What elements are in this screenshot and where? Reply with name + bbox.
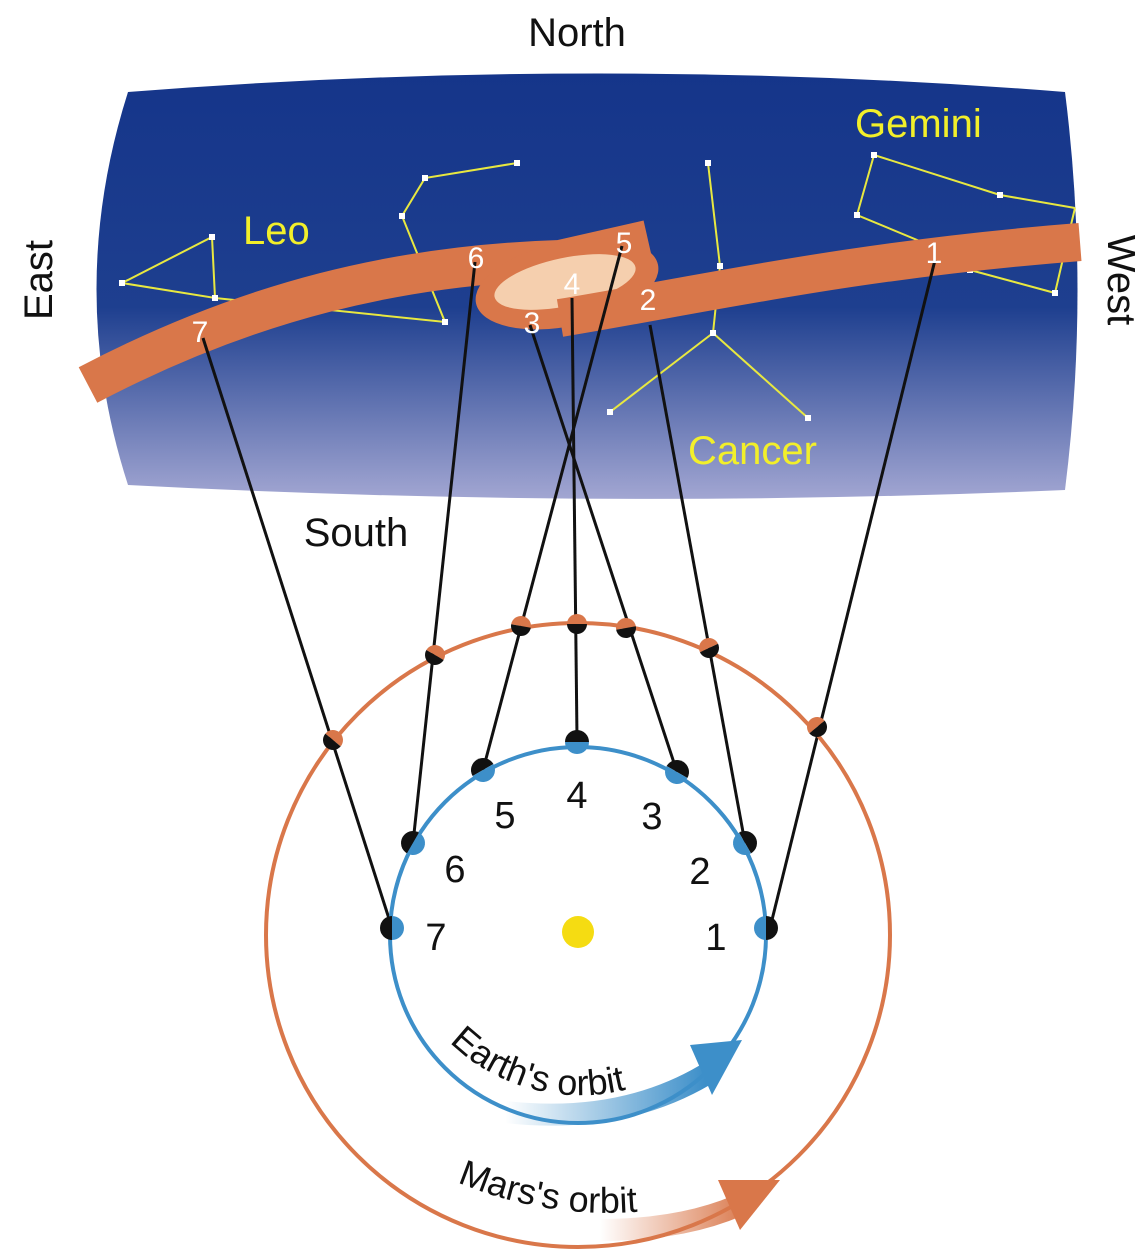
earth-position-3: 3 bbox=[641, 796, 662, 838]
earth-position-2: 2 bbox=[689, 851, 710, 893]
earth-position-6: 6 bbox=[444, 849, 465, 891]
mars-orbit-label-path: Mars's orbit bbox=[454, 1151, 638, 1220]
gemini-label: Gemini bbox=[855, 102, 982, 146]
mars-apparent-path bbox=[78, 220, 1082, 403]
mars-orbit-label: Mars's orbit bbox=[454, 1151, 638, 1220]
north-label: North bbox=[528, 11, 626, 55]
sun-dot-icon bbox=[562, 916, 594, 948]
path-position-6: 6 bbox=[468, 242, 485, 275]
path-position-labels: 1 2 3 4 5 6 7 bbox=[192, 227, 943, 349]
earth-position-5: 5 bbox=[494, 795, 515, 837]
path-position-5: 5 bbox=[616, 227, 633, 260]
earth-position-labels: 1 2 3 4 5 6 7 bbox=[425, 775, 726, 959]
sight-lines bbox=[201, 245, 937, 929]
west-label: West bbox=[1099, 235, 1135, 325]
path-position-3: 3 bbox=[524, 307, 541, 340]
south-label: South bbox=[304, 511, 409, 555]
path-position-7: 7 bbox=[192, 316, 209, 349]
earth-position-1: 1 bbox=[705, 917, 726, 959]
east-label: East bbox=[17, 240, 61, 320]
path-position-1: 1 bbox=[926, 237, 943, 270]
earth-orbit-positions bbox=[380, 730, 778, 940]
mars-orbit-direction-arrow-icon bbox=[599, 1180, 780, 1241]
path-position-4: 4 bbox=[564, 268, 581, 301]
earth-position-7: 7 bbox=[425, 917, 446, 959]
cancer-label: Cancer bbox=[688, 429, 817, 473]
leo-label: Leo bbox=[243, 209, 310, 253]
earth-orbit-direction-arrow-icon bbox=[503, 1040, 742, 1126]
mars-orbit-positions bbox=[323, 614, 827, 750]
earth-position-4: 4 bbox=[566, 775, 587, 817]
path-position-2: 2 bbox=[640, 284, 657, 317]
